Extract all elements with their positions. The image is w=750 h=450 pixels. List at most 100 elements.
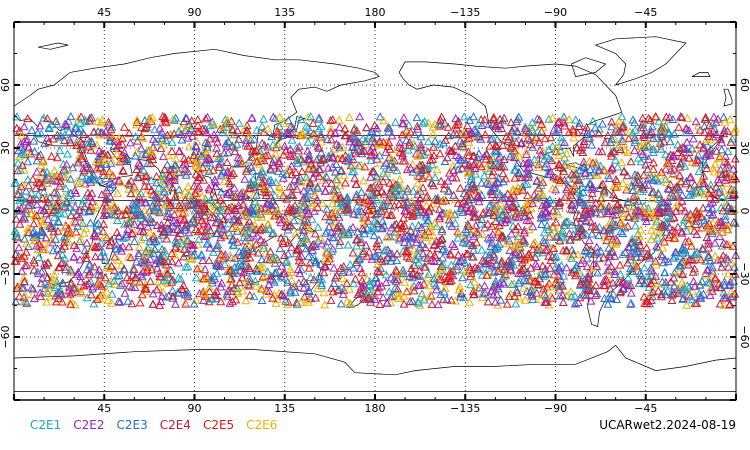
triangle-icon	[19, 273, 29, 282]
triangle-icon	[314, 272, 324, 281]
triangle-icon	[531, 133, 541, 142]
triangle-icon	[427, 236, 437, 245]
triangle-icon	[136, 221, 146, 230]
triangle-icon	[549, 172, 559, 181]
triangle-icon	[241, 138, 251, 147]
triangle-icon	[441, 246, 451, 255]
triangle-icon	[653, 176, 663, 185]
triangle-icon	[336, 154, 346, 163]
triangle-icon	[693, 121, 703, 130]
triangle-icon	[361, 136, 371, 146]
triangle-icon	[689, 226, 699, 235]
triangle-icon	[261, 289, 271, 298]
triangle-icon	[688, 134, 698, 143]
triangle-icon	[211, 290, 221, 299]
triangle-icon	[652, 278, 662, 287]
triangle-icon	[297, 155, 306, 164]
triangle-icon	[598, 119, 608, 128]
triangle-icon	[58, 257, 67, 266]
triangle-icon	[141, 248, 151, 257]
triangle-icon	[171, 154, 181, 163]
triangle-icon	[149, 248, 158, 257]
triangle-icon	[310, 190, 320, 199]
triangle-icon	[232, 268, 242, 277]
triangle-icon	[32, 156, 42, 165]
triangle-icon	[365, 276, 375, 286]
triangle-icon	[61, 173, 71, 182]
triangle-icon	[180, 164, 190, 173]
triangle-icon	[678, 220, 688, 230]
triangle-icon	[92, 164, 102, 173]
triangle-icon	[723, 146, 733, 155]
triangle-icon	[358, 214, 368, 223]
triangle-icon	[687, 144, 697, 153]
triangle-icon	[433, 195, 443, 204]
triangle-icon	[524, 169, 534, 178]
triangle-icon	[652, 233, 662, 242]
triangle-icon	[273, 129, 283, 138]
triangle-icon	[395, 174, 405, 184]
triangle-icon	[219, 252, 229, 261]
triangle-icon	[147, 185, 157, 194]
triangle-icon	[16, 165, 25, 174]
triangle-icon	[582, 261, 592, 271]
triangle-icon	[603, 294, 613, 303]
triangle-icon	[216, 169, 226, 178]
triangle-icon	[341, 155, 351, 164]
triangle-icon	[50, 205, 60, 214]
triangle-icon	[182, 290, 192, 299]
triangle-icon	[713, 255, 723, 264]
triangle-icon	[702, 265, 712, 274]
triangle-icon	[480, 288, 490, 297]
triangle-icon	[503, 234, 513, 243]
triangle-icon	[676, 177, 686, 186]
triangle-icon	[510, 247, 520, 256]
lon-label-bottom: −135	[450, 402, 480, 415]
triangle-icon	[399, 299, 409, 308]
triangle-icon	[409, 286, 419, 295]
triangle-icon	[562, 148, 572, 158]
triangle-icon	[132, 196, 142, 205]
triangle-icon	[190, 206, 200, 215]
triangle-icon	[727, 257, 737, 267]
triangle-icon	[591, 290, 601, 299]
triangle-icon	[304, 208, 313, 217]
triangle-icon	[382, 168, 392, 177]
triangle-icon	[190, 250, 200, 259]
triangle-icon	[610, 267, 620, 276]
triangle-icon	[703, 202, 713, 212]
triangle-icon	[717, 228, 727, 237]
triangle-icon	[14, 243, 24, 252]
triangle-icon	[252, 157, 262, 166]
triangle-icon	[423, 273, 433, 282]
triangle-icon	[140, 124, 150, 133]
triangle-icon	[430, 172, 440, 181]
triangle-icon	[640, 151, 650, 160]
triangle-icon	[167, 248, 177, 258]
triangle-icon	[323, 163, 333, 172]
triangle-icon	[350, 173, 360, 182]
triangle-icon	[136, 194, 146, 203]
triangle-icon	[37, 216, 47, 225]
triangle-icon	[212, 286, 221, 295]
triangle-icon	[358, 134, 368, 143]
triangle-icon	[415, 271, 425, 280]
triangle-icon	[255, 172, 265, 181]
triangle-icon	[149, 237, 159, 246]
triangle-icon	[349, 278, 359, 288]
triangle-icon	[249, 147, 259, 156]
triangle-icon	[325, 215, 335, 224]
triangle-icon	[283, 249, 293, 258]
triangle-icon	[170, 250, 180, 259]
triangle-icon	[50, 212, 59, 222]
triangle-icon	[308, 118, 318, 127]
triangle-icon	[170, 161, 180, 170]
triangle-icon	[544, 225, 554, 234]
triangle-icon	[211, 218, 221, 227]
triangle-icon	[666, 277, 676, 286]
triangle-icon	[637, 248, 647, 257]
triangle-icon	[274, 121, 284, 130]
coastline	[571, 57, 607, 78]
triangle-icon	[690, 281, 700, 290]
